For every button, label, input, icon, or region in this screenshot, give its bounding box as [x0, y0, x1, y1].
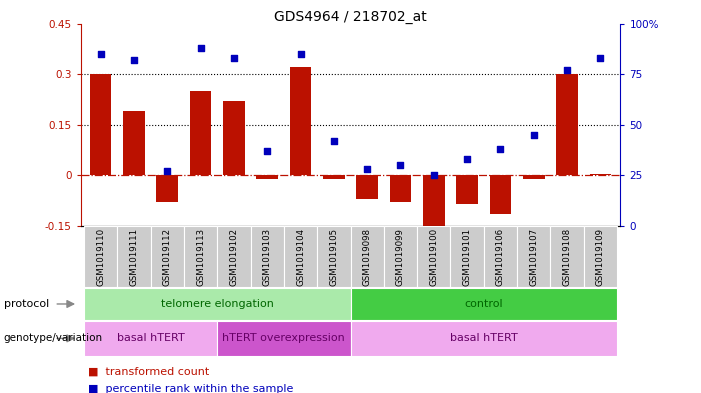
Text: GSM1019113: GSM1019113 [196, 228, 205, 286]
Text: GSM1019104: GSM1019104 [296, 228, 305, 286]
Text: GSM1019109: GSM1019109 [596, 228, 605, 286]
Bar [317, 226, 350, 287]
Point [528, 132, 539, 138]
Point [428, 172, 440, 178]
Point [261, 148, 273, 154]
Bar [484, 226, 517, 287]
Text: GSM1019112: GSM1019112 [163, 228, 172, 286]
Bar [456, 175, 478, 204]
Text: GSM1019111: GSM1019111 [130, 228, 138, 286]
Bar [489, 175, 511, 214]
Bar [517, 226, 550, 287]
Bar [123, 111, 144, 175]
Bar [90, 74, 111, 175]
Bar [84, 321, 217, 356]
Bar [84, 226, 117, 287]
Bar [390, 175, 411, 202]
Point [328, 138, 339, 144]
Point [362, 166, 373, 173]
Point [395, 162, 406, 168]
Text: GSM1019101: GSM1019101 [463, 228, 472, 286]
Bar [451, 226, 484, 287]
Text: GSM1019106: GSM1019106 [496, 228, 505, 286]
Text: control: control [465, 299, 503, 309]
Bar [350, 288, 617, 320]
Text: GSM1019105: GSM1019105 [329, 228, 339, 286]
Bar [384, 226, 417, 287]
Bar [323, 175, 345, 179]
Bar [550, 226, 584, 287]
Bar [151, 226, 184, 287]
Bar [257, 175, 278, 179]
Text: GDS4964 / 218702_at: GDS4964 / 218702_at [274, 10, 427, 24]
Text: basal hTERT: basal hTERT [450, 333, 517, 343]
Text: GSM1019108: GSM1019108 [563, 228, 571, 286]
Point [229, 55, 240, 61]
Bar [217, 321, 350, 356]
Text: ■  transformed count: ■ transformed count [88, 366, 209, 376]
Point [295, 51, 306, 57]
Point [594, 55, 606, 61]
Point [195, 45, 206, 51]
Text: GSM1019110: GSM1019110 [96, 228, 105, 286]
Bar [223, 101, 245, 175]
Bar [584, 226, 617, 287]
Bar [284, 226, 317, 287]
Bar [156, 175, 178, 202]
Point [461, 156, 472, 162]
Point [495, 146, 506, 152]
Text: ■  percentile rank within the sample: ■ percentile rank within the sample [88, 384, 293, 393]
Bar [590, 174, 611, 175]
Text: protocol: protocol [4, 299, 49, 309]
Text: GSM1019100: GSM1019100 [429, 228, 438, 286]
Bar [250, 226, 284, 287]
Bar [190, 91, 212, 175]
Bar [356, 175, 378, 199]
Text: telomere elongation: telomere elongation [161, 299, 273, 309]
Bar [84, 288, 350, 320]
Bar [184, 226, 217, 287]
Text: genotype/variation: genotype/variation [4, 333, 102, 343]
Bar [423, 175, 444, 234]
Bar [523, 175, 545, 179]
Text: GSM1019107: GSM1019107 [529, 228, 538, 286]
Text: hTERT overexpression: hTERT overexpression [222, 333, 345, 343]
Bar [557, 74, 578, 175]
Bar [117, 226, 151, 287]
Text: GSM1019103: GSM1019103 [263, 228, 272, 286]
Bar [350, 226, 384, 287]
Point [562, 67, 573, 73]
Point [162, 168, 173, 174]
Bar [217, 226, 250, 287]
Bar [290, 68, 311, 175]
Point [128, 57, 139, 63]
Text: GSM1019099: GSM1019099 [396, 228, 405, 286]
Bar [350, 321, 617, 356]
Bar [417, 226, 451, 287]
Point [95, 51, 107, 57]
Text: GSM1019102: GSM1019102 [229, 228, 238, 286]
Text: GSM1019098: GSM1019098 [362, 228, 372, 286]
Text: basal hTERT: basal hTERT [116, 333, 184, 343]
